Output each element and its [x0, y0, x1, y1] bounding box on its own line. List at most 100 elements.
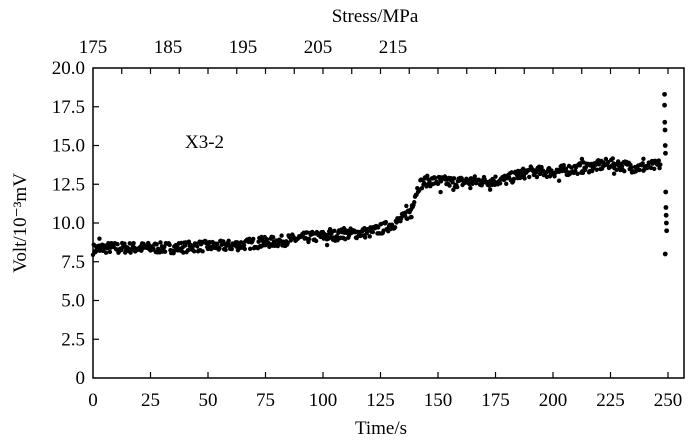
data-point [285, 240, 290, 246]
data-point [658, 162, 663, 167]
data-point [575, 171, 580, 177]
data-point [247, 246, 253, 252]
data-point [603, 156, 609, 162]
data-point [154, 242, 159, 247]
data-point [493, 174, 498, 179]
data-point [103, 250, 109, 255]
data-point [162, 244, 167, 249]
data-point [656, 158, 661, 163]
data-point [251, 236, 256, 242]
data-point [425, 173, 430, 178]
data-point [641, 156, 646, 162]
data-point [640, 161, 645, 166]
data-point [307, 236, 312, 242]
data-point [579, 156, 585, 162]
data-point [367, 234, 372, 239]
x-tick-label: 50 [199, 390, 218, 411]
data-point [370, 229, 376, 235]
data-point [511, 176, 517, 182]
data-point [412, 200, 417, 205]
x-tick-label: 150 [424, 390, 453, 411]
data-point [279, 233, 284, 238]
data-point [101, 247, 106, 252]
data-point [435, 181, 441, 187]
outlier-point [663, 150, 668, 156]
series-annotation: X3-2 [185, 132, 224, 153]
data-point [606, 159, 611, 165]
x-tick-label: 225 [596, 390, 625, 411]
y-tick-label: 0 [76, 368, 86, 389]
x-tick-label: 25 [141, 390, 160, 411]
data-point [157, 247, 162, 253]
data-point [534, 174, 540, 180]
data-point [269, 242, 275, 247]
outlier-point [663, 205, 669, 210]
x2-tick-label: 185 [154, 37, 183, 58]
x2-tick-label: 205 [304, 37, 333, 58]
x-tick-label: 0 [88, 390, 98, 411]
data-point [539, 164, 544, 170]
data-point [504, 181, 509, 186]
data-point [615, 159, 621, 164]
outlier-point [662, 127, 668, 133]
data-point [657, 165, 662, 171]
data-point [497, 181, 503, 186]
data-point [487, 187, 493, 192]
data-point [313, 238, 319, 244]
data-point [432, 175, 438, 180]
data-point [223, 247, 228, 252]
y-tick-label: 7.5 [61, 252, 85, 273]
data-point [270, 235, 276, 240]
data-point [404, 203, 409, 209]
data-point [561, 162, 566, 168]
data-point [419, 185, 425, 191]
data-point [226, 238, 231, 243]
y-tick-label: 12.5 [52, 174, 85, 195]
x2-axis-title: Stress/MPa [332, 6, 419, 27]
data-point [332, 228, 337, 234]
outlier-point [662, 251, 668, 257]
data-point [652, 166, 657, 171]
y-tick-label: 15.0 [52, 136, 85, 157]
y-tick-label: 5.0 [61, 291, 85, 312]
data-point [563, 166, 569, 171]
x-tick-label: 100 [309, 390, 338, 411]
data-point [97, 236, 102, 241]
data-point [195, 244, 200, 249]
data-point [556, 178, 562, 183]
data-point [342, 230, 347, 235]
y-tick-label: 2.5 [61, 329, 85, 350]
outlier-point [662, 119, 668, 125]
data-point [116, 250, 121, 255]
data-point [454, 184, 460, 190]
outlier-point [663, 189, 669, 195]
data-point [422, 181, 427, 186]
data-point [408, 215, 413, 220]
x-tick-label: 200 [539, 390, 568, 411]
data-point [469, 177, 475, 183]
outlier-point [662, 143, 668, 148]
data-point [451, 187, 456, 193]
data-point [207, 239, 212, 245]
data-point [438, 189, 443, 195]
data-point [619, 164, 625, 169]
data-point [263, 243, 268, 248]
x-tick-label: 175 [481, 390, 510, 411]
data-point [167, 242, 172, 248]
data-point [610, 156, 615, 161]
x-axis-title: Time/s [355, 418, 407, 439]
outlier-point [662, 102, 667, 108]
data-point [264, 237, 270, 242]
data-point [162, 249, 168, 254]
y-tick-label: 10.0 [52, 213, 85, 234]
data-point [392, 225, 398, 230]
data-point [229, 246, 234, 252]
data-point [158, 240, 163, 245]
x-tick-label: 125 [366, 390, 395, 411]
data-point [362, 235, 368, 240]
data-point [115, 241, 120, 247]
x-tick-label: 250 [654, 390, 683, 411]
data-point [131, 240, 136, 246]
